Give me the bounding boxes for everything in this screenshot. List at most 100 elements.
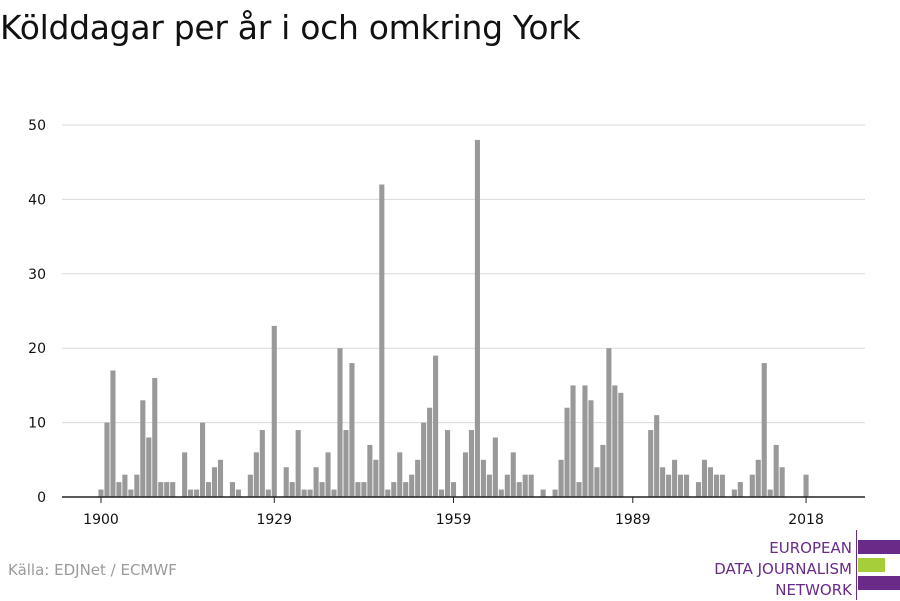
logo-line-3: NETWORK [775, 581, 852, 599]
logo-bar-2 [858, 558, 885, 572]
bar-1965 [486, 474, 492, 497]
bar-2004 [719, 474, 725, 497]
bar-1904 [122, 474, 128, 497]
bar-1998 [684, 474, 690, 497]
bar-1986 [612, 385, 618, 497]
bar-1985 [606, 348, 612, 497]
bar-1918 [206, 482, 212, 497]
bar-1902 [110, 370, 116, 497]
bar-1933 [295, 430, 301, 497]
bar-1984 [600, 444, 606, 497]
bar-1922 [229, 482, 235, 497]
logo-divider [856, 530, 857, 600]
bar-1946 [373, 459, 379, 497]
bar-1978 [564, 407, 570, 497]
bar-1905 [128, 489, 134, 497]
bar-1995 [666, 474, 672, 497]
bar-1900 [98, 489, 104, 497]
bar-1982 [588, 400, 594, 497]
bar-1974 [540, 489, 546, 497]
bar-1959 [450, 482, 457, 497]
logo-text: EUROPEAN DATA JOURNALISM NETWORK [714, 538, 852, 601]
source-label: Källa: EDJNet / ECMWF [8, 561, 177, 579]
bars [98, 139, 809, 497]
x-tick-label: 1900 [83, 512, 119, 528]
bar-1977 [558, 459, 564, 497]
bar-1919 [211, 467, 218, 497]
bar-1951 [403, 482, 409, 497]
bar-1940 [337, 348, 343, 497]
chart-title: Kölddagar per år i och omkring York [0, 8, 581, 47]
bar-1943 [355, 482, 361, 497]
bar-1964 [480, 459, 486, 497]
bar-1934 [301, 489, 307, 497]
bar-1909 [152, 377, 158, 497]
bar-1932 [289, 482, 295, 497]
bar-1937 [319, 482, 325, 497]
bar-1939 [331, 489, 337, 497]
bar-1912 [170, 482, 176, 497]
y-tick-label: 10 [28, 416, 46, 432]
bar-1954 [421, 422, 427, 497]
y-tick-label: 40 [28, 192, 46, 208]
bar-1901 [104, 422, 110, 497]
bar-1915 [188, 489, 194, 497]
bar-2002 [707, 467, 713, 497]
y-tick-label: 30 [28, 267, 46, 283]
bar-1966 [492, 437, 498, 497]
bar-2013 [773, 444, 779, 497]
bar-1923 [235, 489, 241, 497]
bar-1906 [134, 474, 140, 497]
bar-1979 [570, 385, 576, 497]
bar-1981 [582, 385, 588, 497]
gridlines [62, 124, 865, 424]
bar-1994 [660, 467, 666, 497]
bar-1908 [146, 437, 152, 497]
bar-2007 [737, 482, 743, 497]
bar-1907 [140, 400, 146, 497]
bar-1955 [427, 407, 433, 497]
bar-1917 [200, 422, 206, 497]
x-tick-label: 1959 [436, 512, 472, 528]
bar-1992 [648, 430, 654, 497]
bar-1962 [468, 430, 474, 497]
bar-1936 [313, 467, 319, 497]
bar-1947 [379, 184, 385, 497]
edjnet-logo: EUROPEAN DATA JOURNALISM NETWORK [700, 530, 900, 600]
bar-1969 [510, 452, 516, 497]
bar-1983 [594, 467, 600, 497]
bar-2006 [731, 489, 737, 497]
bar-1957 [439, 489, 445, 497]
bar-1956 [433, 355, 439, 497]
bar-2000 [695, 482, 702, 497]
logo-bar-3 [858, 576, 900, 590]
logo-bar-1 [858, 540, 900, 554]
bar-1961 [462, 452, 469, 497]
bar-2010 [755, 459, 761, 497]
bar-1976 [552, 489, 558, 497]
bar-1996 [672, 459, 678, 497]
y-tick-label: 20 [28, 341, 46, 357]
bar-1952 [409, 474, 415, 497]
bar-1993 [654, 415, 660, 497]
bar-1914 [182, 452, 188, 497]
bar-1938 [325, 452, 331, 497]
bar-1911 [164, 482, 170, 497]
bar-2018 [803, 474, 809, 497]
bar-1916 [194, 489, 200, 497]
bar-1997 [678, 474, 684, 497]
bar-2012 [767, 489, 773, 497]
logo-line-1: EUROPEAN [769, 539, 852, 557]
bar-2009 [749, 474, 755, 497]
bar-1944 [361, 482, 367, 497]
y-tick-label: 0 [37, 490, 46, 506]
bar-2014 [779, 467, 785, 497]
x-tick-label: 2018 [788, 512, 824, 528]
bar-1953 [415, 459, 421, 497]
logo-line-2: DATA JOURNALISM [714, 560, 852, 578]
bar-1910 [158, 482, 164, 497]
bar-1941 [343, 430, 349, 497]
bar-1967 [498, 489, 504, 497]
bar-1935 [307, 489, 313, 497]
